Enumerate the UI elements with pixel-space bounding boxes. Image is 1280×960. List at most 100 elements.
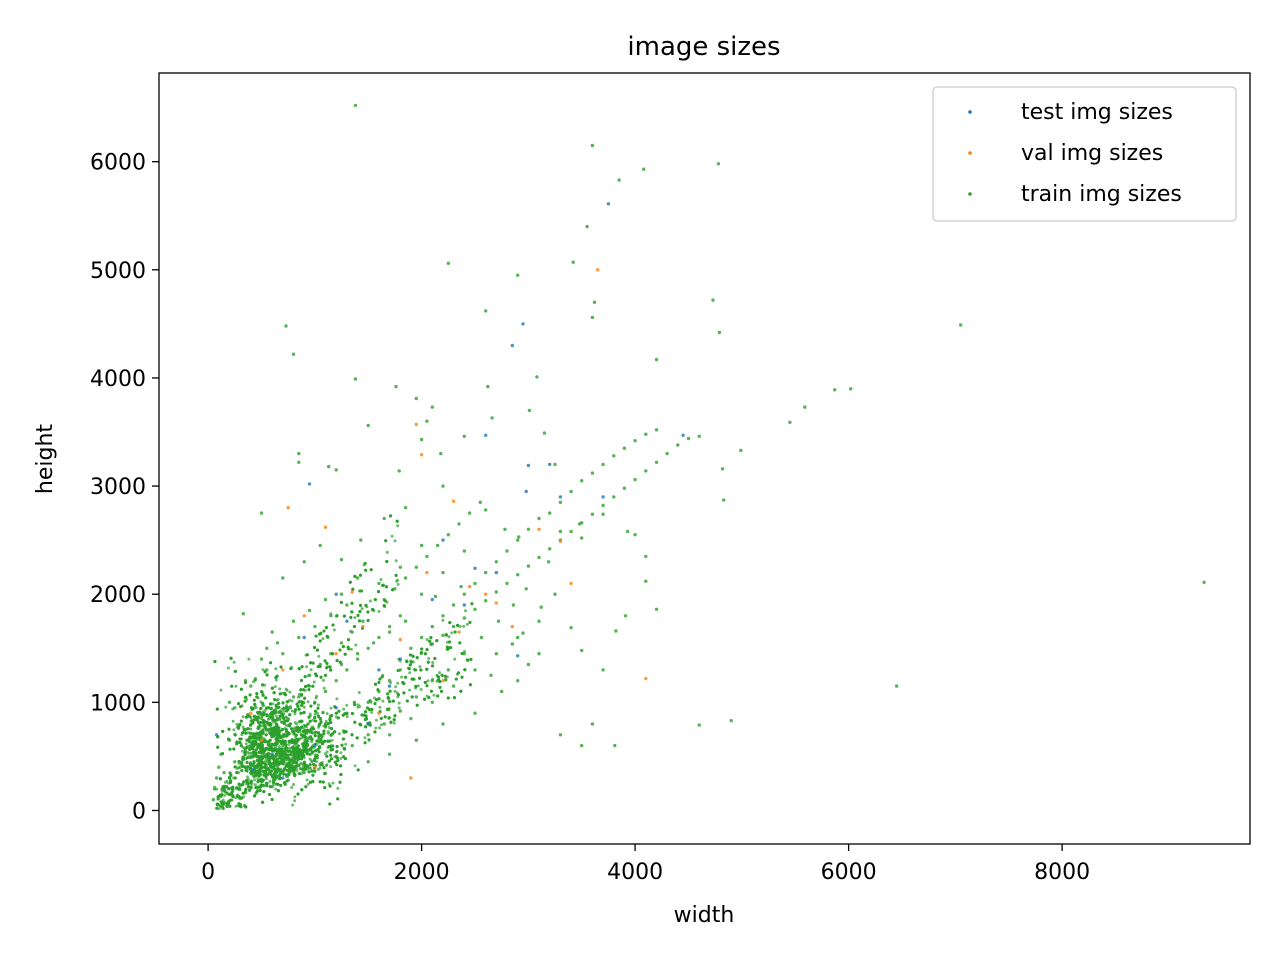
train-point xyxy=(309,668,313,672)
train-point xyxy=(264,696,268,700)
train-point xyxy=(283,692,287,695)
train-point xyxy=(224,705,228,709)
train-point xyxy=(302,705,306,709)
train-point xyxy=(453,657,457,661)
train-point xyxy=(325,712,329,716)
train-point xyxy=(341,645,345,649)
train-point xyxy=(408,663,412,667)
train-point xyxy=(323,772,327,776)
train-point xyxy=(466,658,470,662)
train-point xyxy=(396,582,400,586)
train-point xyxy=(255,692,259,696)
train-point xyxy=(370,710,374,714)
train-point xyxy=(344,742,348,746)
train-point xyxy=(347,647,351,651)
train-point xyxy=(429,636,433,640)
train-point xyxy=(273,698,277,702)
train-point xyxy=(310,769,314,773)
train-point xyxy=(274,667,278,671)
train-point xyxy=(264,733,268,737)
train-point xyxy=(323,786,327,790)
train-point xyxy=(327,759,331,763)
train-point xyxy=(283,719,287,723)
train-point xyxy=(233,776,237,780)
train-point xyxy=(287,740,291,743)
train-point xyxy=(286,753,290,757)
train-point xyxy=(349,647,353,651)
train-point xyxy=(329,668,333,672)
train-point xyxy=(215,707,219,711)
train-point xyxy=(427,657,431,660)
train-point xyxy=(321,711,325,715)
train-point xyxy=(273,772,276,776)
train-point xyxy=(448,640,452,644)
train-point xyxy=(390,534,394,538)
train-point xyxy=(356,768,360,772)
train-point xyxy=(262,737,266,741)
train-point xyxy=(389,514,392,518)
train-point xyxy=(311,684,315,688)
train-point xyxy=(342,707,346,711)
train-point xyxy=(414,684,418,688)
train-point xyxy=(288,690,292,694)
train-point xyxy=(291,803,295,807)
train-point xyxy=(319,631,323,635)
train-point xyxy=(388,700,392,703)
train-point xyxy=(253,778,257,782)
train-point xyxy=(216,745,220,749)
train-point xyxy=(373,598,377,602)
train-point xyxy=(317,750,321,754)
train-point xyxy=(324,719,328,723)
train-point xyxy=(261,800,265,804)
train-point xyxy=(331,623,335,627)
train-point xyxy=(237,760,241,763)
train-point xyxy=(341,713,345,717)
train-point xyxy=(305,778,309,782)
train-point xyxy=(247,657,251,661)
train-point xyxy=(465,623,469,626)
train-point xyxy=(419,688,423,691)
train-point xyxy=(322,678,325,682)
train-point xyxy=(329,765,333,769)
train-point xyxy=(219,688,223,692)
train-point xyxy=(238,741,242,744)
train-point xyxy=(221,798,225,802)
train-point xyxy=(393,714,397,718)
train-point xyxy=(367,708,371,711)
train-point xyxy=(238,787,242,791)
train-point xyxy=(316,768,320,772)
train-point xyxy=(244,787,248,791)
train-point xyxy=(248,767,252,771)
train-point xyxy=(378,705,382,709)
train-point xyxy=(444,678,448,682)
train-point xyxy=(377,590,380,594)
train-point xyxy=(316,711,319,715)
train-point xyxy=(229,780,232,784)
train-point xyxy=(265,714,269,718)
train-point xyxy=(239,705,243,708)
train-point xyxy=(259,730,262,734)
train-point xyxy=(292,759,296,763)
train-point xyxy=(464,609,467,613)
train-point xyxy=(240,761,243,765)
train-point xyxy=(345,715,349,719)
train-point xyxy=(249,731,253,735)
train-point xyxy=(300,762,304,766)
train-point xyxy=(444,633,448,637)
train-point xyxy=(373,702,377,706)
train-point xyxy=(266,743,270,747)
train-point xyxy=(446,647,450,651)
train-point xyxy=(378,677,382,681)
train-point xyxy=(436,694,440,698)
train-point xyxy=(335,697,339,701)
train-point xyxy=(253,702,257,706)
train-point xyxy=(394,559,398,563)
train-point xyxy=(216,797,220,801)
train-point xyxy=(353,720,357,724)
train-point xyxy=(433,657,437,660)
train-point xyxy=(351,587,355,591)
train-point xyxy=(306,782,310,786)
train-point xyxy=(365,717,368,721)
train-point xyxy=(290,699,294,703)
train-point xyxy=(241,725,245,729)
